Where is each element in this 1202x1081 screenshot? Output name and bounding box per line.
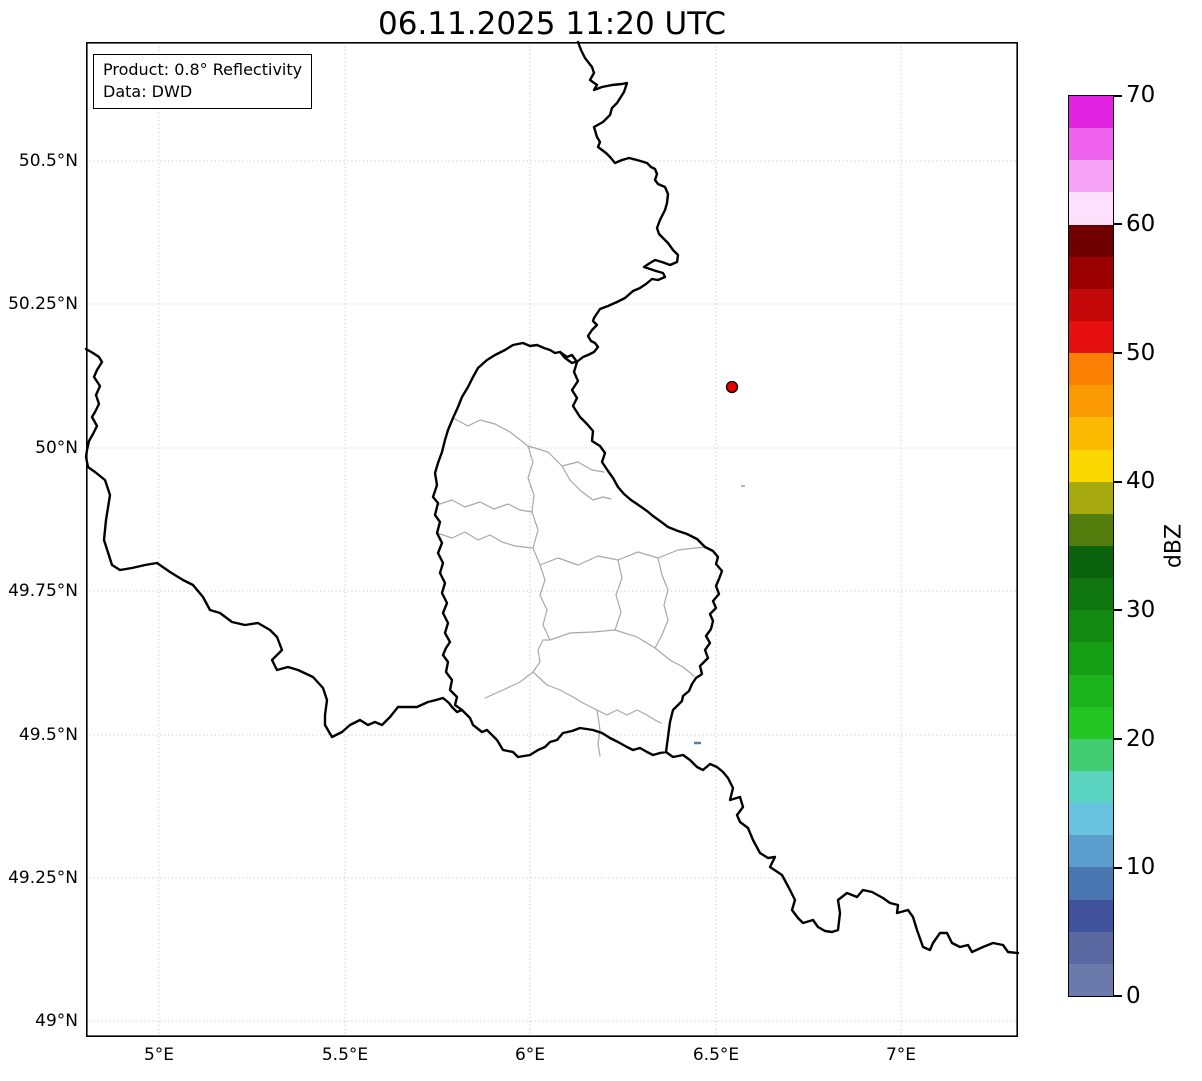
colorbar-tick-label-50: 50 <box>1126 340 1156 366</box>
lat-tick-label-49n: 49°N <box>35 1011 78 1031</box>
colorbar-segment <box>1069 803 1113 836</box>
product-info-line2: Data: DWD <box>103 82 193 101</box>
colorbar-segment <box>1069 513 1113 546</box>
lon-tick-label-6e: 6°E <box>514 1045 546 1065</box>
belgium-germany-border <box>558 40 680 365</box>
colorbar-tick-label-0: 0 <box>1126 983 1141 1009</box>
colorbar-gradient <box>1068 95 1114 997</box>
colorbar-tick-50 <box>1114 352 1122 354</box>
colorbar-tick-label-10: 10 <box>1126 854 1156 880</box>
colorbar-segment <box>1069 867 1113 900</box>
lon-tick-label-5e: 5°E <box>143 1045 175 1065</box>
gridlines-horizontal <box>86 160 1018 1022</box>
colorbar-tick-20 <box>1114 738 1122 740</box>
plot-title: 06.11.2025 11:20 UTC <box>378 6 726 42</box>
colorbar-tick-60 <box>1114 223 1122 225</box>
lat-tick-label-49-75n: 49.75°N <box>8 581 78 601</box>
colorbar-segment <box>1069 128 1113 161</box>
lon-tick-label-5-5e: 5.5°E <box>321 1045 369 1065</box>
colorbar-segment <box>1069 706 1113 739</box>
lat-tick-label-50n: 50°N <box>35 438 78 458</box>
colorbar-segment <box>1069 385 1113 418</box>
colorbar-segment <box>1069 963 1113 996</box>
colorbar-segment <box>1069 417 1113 450</box>
colorbar-segment <box>1069 96 1113 129</box>
colorbar-segment <box>1069 770 1113 804</box>
colorbar-tick-10 <box>1114 867 1122 869</box>
colorbar-segment <box>1069 256 1113 289</box>
colorbar-tick-label-60: 60 <box>1126 211 1156 237</box>
colorbar-tick-label-40: 40 <box>1126 468 1156 494</box>
colorbar-tick-0 <box>1114 995 1122 997</box>
colorbar-segment <box>1069 610 1113 643</box>
lat-tick-label-50-5n: 50.5°N <box>18 151 78 171</box>
lat-tick-label-49-5n: 49.5°N <box>18 725 78 745</box>
colorbar-segment <box>1069 931 1113 964</box>
colorbar-segment <box>1069 449 1113 482</box>
product-info-line1: Product: 0.8° Reflectivity <box>103 60 303 79</box>
lat-tick-label-50-25n: 50.25°N <box>8 294 78 314</box>
lon-tick-label-6-5e: 6.5°E <box>692 1045 740 1065</box>
product-info-box: Product: 0.8° Reflectivity Data: DWD <box>93 54 313 109</box>
colorbar-segment <box>1069 320 1113 354</box>
colorbar-tick-label-30: 30 <box>1126 597 1156 623</box>
colorbar-segment <box>1069 642 1113 675</box>
colorbar-segment <box>1069 481 1113 514</box>
colorbar-segment <box>1069 288 1113 321</box>
colorbar-segment <box>1069 192 1113 225</box>
lat-tick-label-49-25n: 49.25°N <box>8 868 78 888</box>
colorbar-tick-label-20: 20 <box>1126 726 1156 752</box>
colorbar-segment <box>1069 578 1113 611</box>
belgium-france-border <box>84 347 464 739</box>
colorbar-unit-label: dBZ <box>1161 523 1187 569</box>
plot-frame <box>86 41 1019 1038</box>
colorbar-segment <box>1069 835 1113 868</box>
colorbar-segment <box>1069 224 1113 257</box>
colorbar-tick-label-70: 70 <box>1126 82 1156 108</box>
colorbar-tick-40 <box>1114 481 1122 483</box>
luxembourg-canton-borders <box>436 417 706 757</box>
lon-tick-label-7e: 7°E <box>885 1045 917 1065</box>
colorbar-segment <box>1069 899 1113 932</box>
colorbar-segment <box>1069 738 1113 771</box>
colorbar-segment <box>1069 545 1113 579</box>
colorbar-tick-70 <box>1114 95 1122 97</box>
reflectivity-point-marker <box>725 380 739 394</box>
colorbar-tick-30 <box>1114 609 1122 611</box>
france-germany-border <box>664 750 1020 955</box>
colorbar-segment <box>1069 674 1113 707</box>
luxembourg-border <box>431 341 724 759</box>
colorbar-segment <box>1069 353 1113 386</box>
colorbar-segment <box>1069 160 1113 193</box>
